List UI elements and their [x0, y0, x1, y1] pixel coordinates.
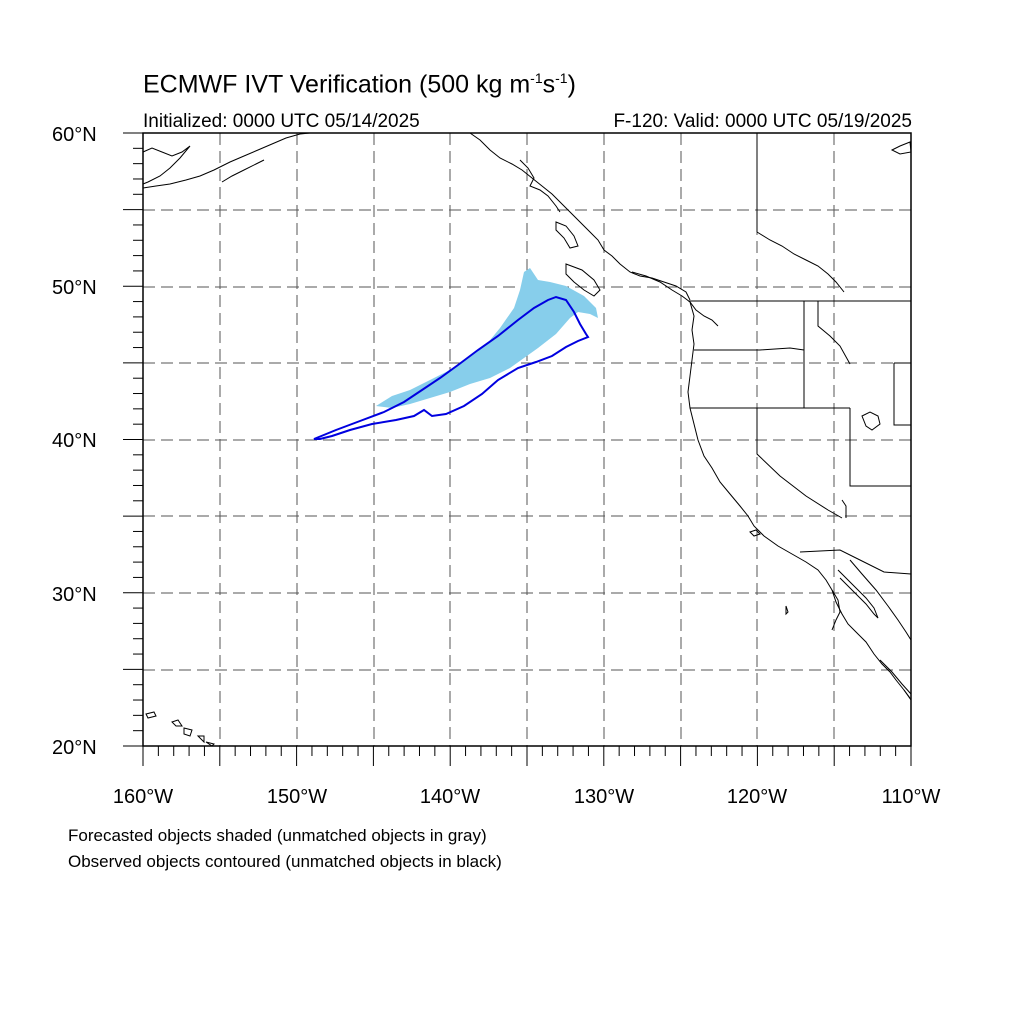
tick-marks [123, 132, 912, 766]
lon-label-110w: 110°W [881, 786, 941, 808]
lon-label-160w: 160°W [112, 786, 174, 808]
lat-label-50n: 50°N [52, 277, 97, 299]
lat-label-60n: 60°N [52, 124, 97, 146]
lon-label-140w: 140°W [419, 786, 481, 808]
map-title: ECMWF IVT Verification (500 kg m-1s-1) [143, 70, 576, 99]
forecast-ivt-object [376, 268, 598, 408]
observed-ivt-contour [313, 295, 590, 440]
forecast-note: Forecasted objects shaded (unmatched obj… [68, 826, 487, 845]
lat-label-30n: 30°N [52, 584, 97, 606]
observed-note: Observed objects contoured (unmatched ob… [68, 852, 502, 871]
coastlines [142, 132, 912, 747]
lat-label-20n: 20°N [52, 737, 97, 759]
lat-label-40n: 40°N [52, 430, 97, 452]
lon-label-150w: 150°W [266, 786, 328, 808]
lon-label-130w: 130°W [573, 786, 635, 808]
grid-lines [143, 133, 911, 746]
lon-label-120w: 120°W [726, 786, 788, 808]
valid-time: F-120: Valid: 0000 UTC 05/19/2025 [613, 111, 912, 132]
initialized-time: Initialized: 0000 UTC 05/14/2025 [143, 111, 420, 132]
